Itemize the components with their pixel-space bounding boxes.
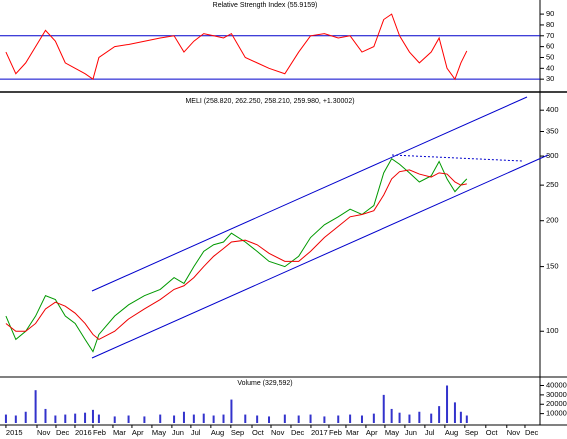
volume-bar <box>222 414 225 423</box>
x-tick-label: Jul <box>191 428 201 437</box>
x-tick-label: Mar <box>113 428 126 437</box>
volume-bar <box>14 415 17 423</box>
volume-bar <box>418 411 421 423</box>
x-tick-label: Apr <box>366 428 378 437</box>
series-line <box>5 13 468 81</box>
volume-bar <box>268 416 271 423</box>
volume-bar <box>182 411 185 423</box>
x-tick-label: Nov <box>271 428 285 437</box>
x-tick-label: May <box>152 428 166 437</box>
x-tick-label: Jul <box>425 428 435 437</box>
volume-bar <box>97 414 100 423</box>
x-tick-label: Feb <box>329 428 342 437</box>
volume-bar <box>127 415 130 423</box>
y-tick-label: 10000 <box>546 409 567 418</box>
y-tick-label: 100 <box>546 326 559 335</box>
volume-bar <box>360 415 363 423</box>
volume-bar <box>438 406 441 423</box>
y-tick-label: 200 <box>546 216 559 225</box>
y-tick-label: 70 <box>546 31 554 40</box>
x-tick-label: Sep <box>465 428 478 437</box>
x-tick-label: Nov <box>507 428 521 437</box>
volume-bar <box>372 413 375 423</box>
x-tick-label: Sep <box>231 428 244 437</box>
volume-bar <box>54 415 57 423</box>
series-line <box>5 169 467 341</box>
volume-bar <box>34 390 37 423</box>
volume-bar <box>398 412 401 423</box>
y-tick-label: 350 <box>546 126 559 135</box>
x-tick-label: Dec <box>525 428 539 437</box>
y-tick-label: 30000 <box>546 390 567 399</box>
x-tick-label: Oct <box>486 428 499 437</box>
x-tick-label: Aug <box>211 428 224 437</box>
y-tick-label: 300 <box>546 151 559 160</box>
volume-bar <box>44 408 47 423</box>
volume-bar <box>24 411 27 423</box>
x-tick-label: Dec <box>291 428 305 437</box>
volume-bar <box>159 414 162 423</box>
panel-title: MELI (258.820, 262.250, 258.210, 259.980… <box>185 98 354 105</box>
x-tick-label: Jun <box>405 428 417 437</box>
y-tick-label: 150 <box>546 262 559 271</box>
volume-bar <box>382 394 385 423</box>
volume-bar <box>202 413 205 423</box>
volume-bar <box>173 415 176 423</box>
panel-title: Relative Strength Index (55.9159) <box>213 2 318 9</box>
volume-bar <box>256 415 259 423</box>
y-tick-label: 40 <box>546 63 554 72</box>
volume-bar <box>390 408 393 423</box>
y-tick-label: 90 <box>546 9 554 18</box>
y-tick-label: 80 <box>546 20 554 29</box>
volume-bar <box>91 409 94 423</box>
x-tick-label: Dec <box>56 428 70 437</box>
y-tick-label: 20000 <box>546 399 567 408</box>
trend-line <box>91 96 528 292</box>
series-line <box>5 158 468 353</box>
volume-bar <box>323 416 326 423</box>
volume-bar <box>64 414 67 423</box>
y-tick-label: 250 <box>546 180 559 189</box>
y-tick-label: 50 <box>546 52 554 61</box>
volume-bar <box>143 416 146 423</box>
x-tick-label: Aug <box>445 428 458 437</box>
volume-bar <box>349 414 352 423</box>
volume-bar <box>453 402 456 423</box>
x-tick-label: Oct <box>252 428 265 437</box>
volume-bar <box>212 415 215 423</box>
volume-bar <box>309 414 312 423</box>
x-tick-label: 2016 <box>75 428 92 437</box>
volume-bar <box>465 415 468 423</box>
y-tick-label: 40000 <box>546 380 567 389</box>
volume-bar <box>113 416 116 423</box>
volume-bar <box>230 399 233 423</box>
volume-bar <box>408 414 411 423</box>
volume-bar <box>337 415 340 423</box>
panel-title: Volume (329,592) <box>237 380 292 387</box>
resistance-line <box>391 154 523 162</box>
y-tick-label: 30 <box>546 74 554 83</box>
x-tick-label: 2017 <box>311 428 328 437</box>
volume-bar <box>430 413 433 423</box>
y-tick-label: 60 <box>546 42 554 51</box>
x-tick-label: Feb <box>93 428 106 437</box>
volume-bar <box>4 414 7 423</box>
x-tick-label: Apr <box>132 428 144 437</box>
volume-bar <box>459 411 462 423</box>
x-tick-label: Nov <box>37 428 51 437</box>
volume-bar <box>283 414 286 423</box>
x-tick-label: Jun <box>172 428 184 437</box>
x-tick-label: May <box>385 428 399 437</box>
volume-bar <box>446 385 449 423</box>
volume-bar <box>192 414 195 423</box>
x-tick-label: 2015 <box>6 428 23 437</box>
volume-bar <box>74 413 77 423</box>
y-tick-label: 400 <box>546 105 559 114</box>
volume-bar <box>84 412 87 423</box>
volume-bar <box>297 415 300 423</box>
trend-line <box>91 154 549 359</box>
x-tick-label: Mar <box>346 428 359 437</box>
volume-bar <box>244 414 247 423</box>
